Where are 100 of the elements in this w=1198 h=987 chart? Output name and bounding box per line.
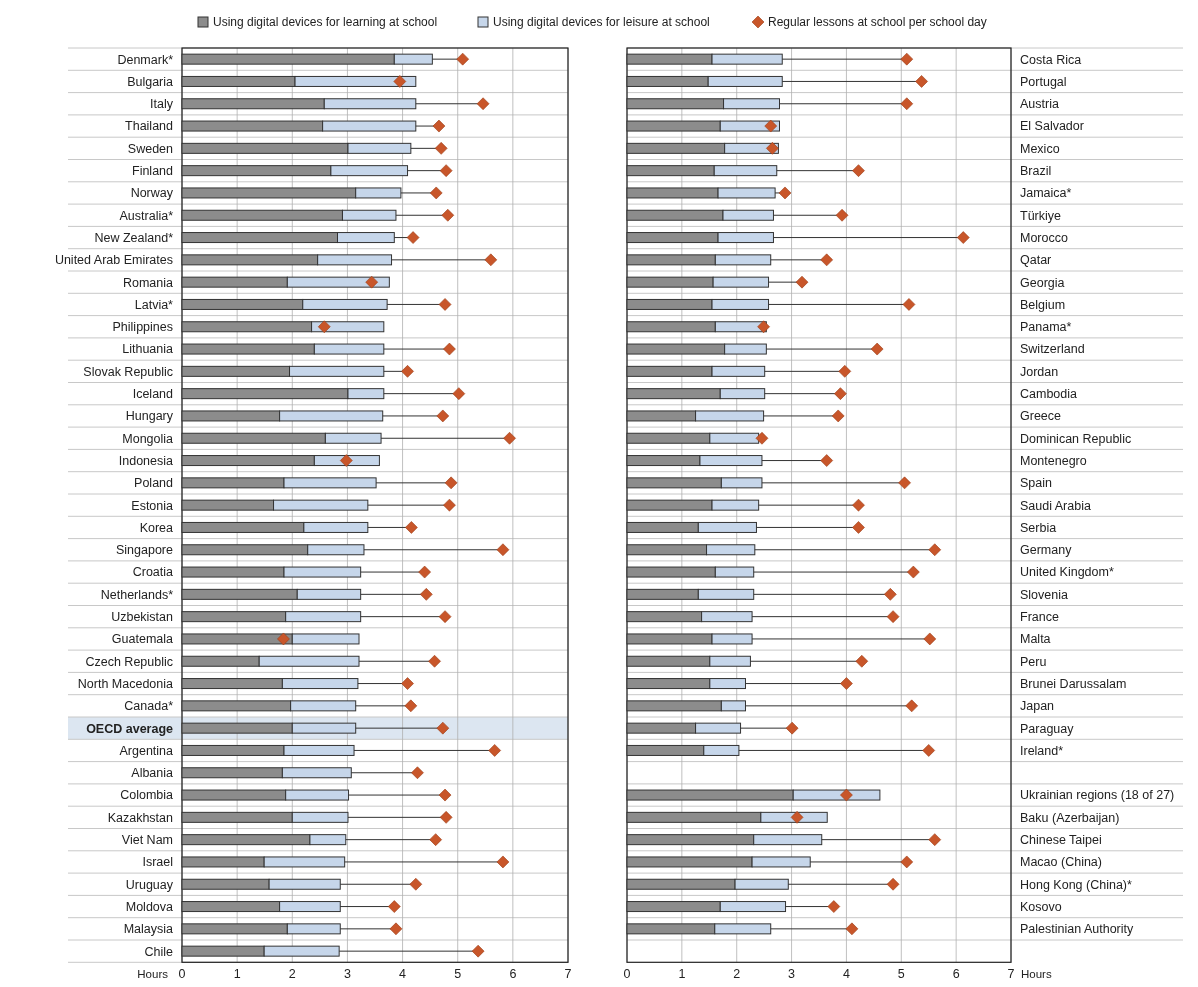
y-tick-label: Mongolia bbox=[122, 431, 174, 446]
y-tick-label: Denmark* bbox=[117, 52, 174, 67]
y-tick-label: Jamaica* bbox=[1020, 186, 1072, 201]
y-tick-label: Germany bbox=[1020, 543, 1073, 558]
y-tick-label: Chile bbox=[144, 944, 174, 959]
x-tick-label: 6 bbox=[509, 967, 517, 982]
y-tick-label: United Kingdom* bbox=[1020, 565, 1114, 580]
y-tick-label: Viet Nam bbox=[121, 833, 173, 848]
y-tick-label: Ireland* bbox=[1020, 743, 1064, 758]
y-tick-label: Thailand bbox=[125, 119, 174, 134]
y-tick-label: Austria bbox=[1020, 97, 1059, 112]
y-tick-label: Iceland bbox=[132, 387, 174, 402]
y-tick-label: Israel bbox=[142, 855, 173, 870]
y-tick-label: Finland bbox=[132, 164, 174, 179]
y-tick-label: Costa Rica bbox=[1020, 52, 1082, 67]
y-tick-label: North Macedonia bbox=[77, 676, 174, 691]
y-tick-label: Bulgaria bbox=[127, 74, 174, 89]
y-tick-label: Indonesia bbox=[118, 453, 174, 468]
y-tick-label: Chinese Taipei bbox=[1020, 833, 1102, 848]
x-tick-label: 3 bbox=[343, 967, 351, 982]
y-tick-label: Panama* bbox=[1020, 320, 1072, 335]
y-tick-label: Kosovo bbox=[1020, 899, 1062, 914]
y-tick-label: Estonia bbox=[131, 498, 174, 513]
y-tick-label: OECD average bbox=[86, 721, 174, 736]
y-tick-label: El Salvador bbox=[1020, 119, 1084, 134]
x-axis-title: Hours bbox=[137, 968, 169, 981]
x-tick-label: 5 bbox=[454, 967, 462, 982]
y-tick-label: Romania bbox=[122, 275, 174, 290]
y-tick-label: Italy bbox=[150, 97, 174, 112]
y-tick-label: Croatia bbox=[132, 565, 174, 580]
x-tick-label: 1 bbox=[233, 967, 241, 982]
y-tick-label: Hong Kong (China)* bbox=[1020, 877, 1133, 892]
y-tick-label: Norway bbox=[130, 186, 174, 201]
y-tick-label: United Arab Emirates bbox=[54, 253, 173, 268]
y-tick-label: Portugal bbox=[1020, 74, 1067, 89]
y-tick-label: Spain bbox=[1020, 476, 1053, 491]
y-tick-label: Greece bbox=[1020, 409, 1062, 424]
y-tick-label: Paraguay bbox=[1020, 721, 1075, 736]
y-tick-label: Montenegro bbox=[1020, 453, 1087, 468]
y-tick-label: Latvia* bbox=[134, 297, 174, 312]
x-tick-label: 7 bbox=[564, 967, 572, 982]
y-tick-label: Guatemala bbox=[111, 632, 174, 647]
x-tick-label: 7 bbox=[1007, 967, 1015, 982]
y-tick-label: Jordan bbox=[1020, 364, 1059, 379]
x-tick-label: 3 bbox=[788, 967, 796, 982]
y-tick-label: Brazil bbox=[1020, 164, 1052, 179]
y-tick-label: Philippines bbox=[112, 320, 173, 335]
x-tick-label: 2 bbox=[288, 967, 296, 982]
y-tick-label: Colombia bbox=[120, 788, 174, 803]
x-tick-label: 4 bbox=[842, 967, 850, 982]
y-tick-label: Serbia bbox=[1020, 520, 1057, 535]
y-tick-label: Türkiye bbox=[1020, 208, 1062, 223]
y-tick-label: Qatar bbox=[1020, 253, 1052, 268]
y-tick-label: Netherlands* bbox=[100, 587, 174, 602]
y-tick-label: Moldova bbox=[125, 899, 174, 914]
y-tick-label: Palestinian Authority bbox=[1020, 922, 1135, 937]
y-tick-label: Slovenia bbox=[1020, 587, 1068, 602]
y-tick-label: Hungary bbox=[125, 409, 174, 424]
y-tick-label: Malta bbox=[1020, 632, 1051, 647]
y-tick-label: Australia* bbox=[119, 208, 174, 223]
y-tick-label: Sweden bbox=[127, 141, 174, 156]
legend-label: Using digital devices for leisure at school bbox=[493, 15, 710, 30]
x-tick-label: 1 bbox=[678, 967, 686, 982]
y-tick-label: Peru bbox=[1020, 654, 1047, 669]
x-tick-label: 0 bbox=[178, 967, 186, 982]
y-tick-label: Japan bbox=[1020, 699, 1055, 714]
y-tick-label: Cambodia bbox=[1020, 387, 1078, 402]
y-tick-label: Switzerland bbox=[1020, 342, 1085, 357]
y-tick-label: Uzbekistan bbox=[111, 610, 174, 625]
y-tick-label: Belgium bbox=[1020, 297, 1066, 312]
y-tick-label: Mexico bbox=[1020, 141, 1060, 156]
x-tick-label: 0 bbox=[623, 967, 631, 982]
y-tick-label: Georgia bbox=[1020, 275, 1065, 290]
y-tick-label: Czech Republic bbox=[85, 654, 173, 669]
y-tick-label: Morocco bbox=[1020, 230, 1068, 245]
legend-label: Using digital devices for learning at school bbox=[213, 15, 438, 30]
y-tick-label: Ukrainian regions (18 of 27) bbox=[1020, 788, 1175, 803]
y-tick-label: Poland bbox=[134, 476, 174, 491]
x-tick-label: 5 bbox=[897, 967, 905, 982]
y-tick-label: New Zealand* bbox=[94, 230, 174, 245]
y-tick-label: Albania bbox=[131, 766, 174, 781]
y-tick-label: Lithuania bbox=[122, 342, 174, 357]
y-tick-label: Brunei Darussalam bbox=[1020, 676, 1127, 691]
x-tick-label: 6 bbox=[952, 967, 960, 982]
y-tick-label: Kazakhstan bbox=[107, 810, 174, 825]
y-tick-label: Korea bbox=[139, 520, 174, 535]
y-tick-label: Baku (Azerbaijan) bbox=[1020, 810, 1120, 825]
x-tick-label: 4 bbox=[399, 967, 407, 982]
y-tick-label: Uruguay bbox=[125, 877, 174, 892]
y-tick-label: Slovak Republic bbox=[83, 364, 173, 379]
y-tick-label: Malaysia bbox=[123, 922, 174, 937]
legend-label: Regular lessons at school per school day bbox=[768, 15, 987, 30]
y-tick-label: Canada* bbox=[124, 699, 174, 714]
y-tick-label: Saudi Arabia bbox=[1020, 498, 1091, 513]
y-tick-label: Singapore bbox=[116, 543, 174, 558]
y-tick-label: Argentina bbox=[119, 743, 174, 758]
y-tick-label: Dominican Republic bbox=[1020, 431, 1132, 446]
x-axis-title: Hours bbox=[1021, 968, 1052, 981]
y-tick-label: France bbox=[1020, 610, 1059, 625]
y-tick-label: Macao (China) bbox=[1020, 855, 1102, 870]
